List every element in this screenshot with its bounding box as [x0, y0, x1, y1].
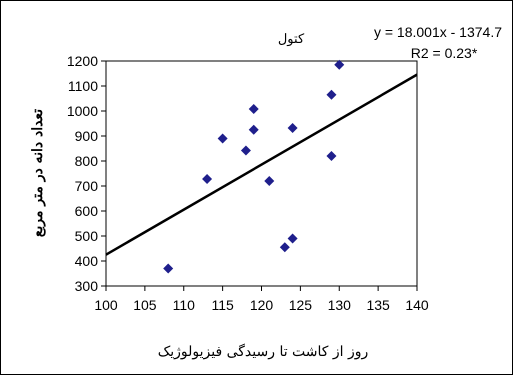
data-point	[287, 123, 298, 133]
data-points	[163, 59, 345, 274]
x-tick-label: 100	[94, 297, 118, 313]
x-tick-label: 130	[328, 297, 352, 313]
x-tick-label: 120	[250, 297, 274, 313]
x-tick-label: 140	[405, 297, 429, 313]
x-tick-label: 105	[133, 297, 157, 313]
data-point	[202, 174, 213, 184]
data-point	[217, 133, 228, 144]
y-axis-label: تعداد دانه در متر مربع	[30, 109, 46, 237]
x-tick-label: 135	[366, 297, 390, 313]
y-axis-ticks: 300 400 500 600 700 800 900 1000 1100 1200	[67, 53, 106, 294]
y-tick-label: 1200	[67, 53, 98, 69]
trendline-layer	[105, 73, 418, 256]
x-axis-ticks: 100 105 110 115 120 125 130 135 140	[94, 286, 429, 313]
y-tick-label: 400	[75, 253, 99, 269]
y-tick-label: 600	[75, 203, 99, 219]
x-tick-label: 125	[289, 297, 313, 313]
plot-area	[105, 60, 418, 287]
data-point	[264, 176, 275, 186]
trend-r2: R2 = 0.23*	[411, 45, 478, 61]
data-point	[326, 151, 337, 161]
y-tick-label: 500	[75, 228, 99, 244]
y-tick-label: 1000	[67, 103, 98, 119]
data-point	[240, 145, 251, 156]
data-point	[326, 89, 337, 100]
y-tick-label: 900	[75, 128, 99, 144]
y-tick-label: 300	[75, 278, 99, 294]
data-point	[248, 104, 259, 114]
data-point	[279, 242, 290, 253]
y-tick-label: 800	[75, 153, 99, 169]
data-point	[334, 59, 345, 70]
x-axis-label: روز از کاشت تا رسیدگی فیزیولوژیک	[158, 343, 369, 360]
x-tick-label: 110	[173, 297, 196, 313]
x-tick-label: 115	[211, 297, 234, 313]
data-point	[287, 233, 298, 244]
trend-equation: y = 18.001x - 1374.7	[374, 24, 502, 40]
chart-title: کتول	[278, 32, 305, 47]
data-point	[248, 124, 259, 135]
data-point	[163, 263, 174, 274]
trendline	[105, 73, 418, 256]
y-tick-label: 700	[75, 178, 99, 194]
y-tick-label: 1100	[68, 78, 98, 94]
